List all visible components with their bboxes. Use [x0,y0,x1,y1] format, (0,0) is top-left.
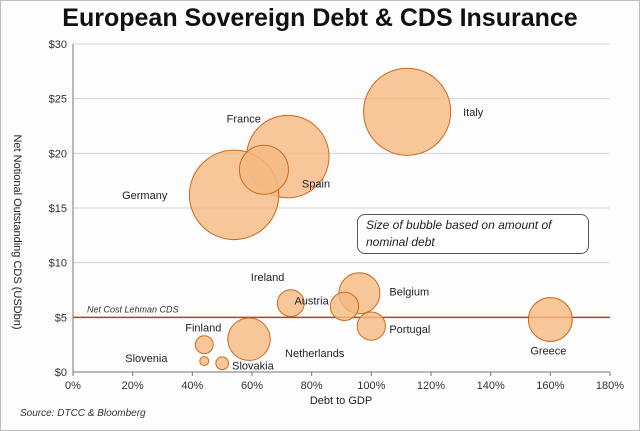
x-tick-label: 0% [65,380,81,392]
bubble [194,335,214,355]
bubble [199,356,210,367]
bubble-label: Greece [530,346,566,358]
bubble-label: Germany [122,190,168,202]
bubble-label: Netherlands [285,348,345,360]
bubble-label: Finland [185,323,221,335]
x-tick-label: 40% [181,380,203,392]
y-tick-label: $15 [49,203,67,215]
bubbles [188,67,573,371]
x-tick-label: 60% [241,380,263,392]
source-note: Source: DTCC & Bloomberg [20,408,146,419]
x-tick-label: 180% [596,380,624,392]
y-tick-label: $30 [49,39,67,51]
reference-line-label: Net Cost Lehman CDS [87,304,179,314]
y-tick-label: $20 [49,148,67,160]
bubble-label: Spain [302,179,330,191]
x-tick-label: 140% [477,380,505,392]
bubble-label: Slovakia [232,360,274,372]
bubble [363,67,452,156]
bubble-label: Slovenia [125,353,168,365]
bubble-label: Belgium [389,286,429,298]
bubble-label: Portugal [389,324,430,336]
y-tick-label: $25 [49,94,67,106]
y-tick-label: $5 [55,312,67,324]
bubble-label: Austria [294,295,329,307]
bubble [356,311,386,341]
bubble-label: Ireland [251,272,285,284]
bubble [276,289,305,318]
y-axis-title: Net Notional Outstanding CDS (USDbn) [11,134,23,329]
axis-ticks: $0 $5 $10 $15 $20 $25 $30 0% 20% 40% 60% 80% 100% 120… [49,39,625,392]
x-tick-label: 160% [536,380,564,392]
bubble-label: Italy [463,107,484,119]
annotation-box: Size of bubble based on amount of nomina… [357,214,589,254]
bubble [329,291,360,322]
chart-title: European Sovereign Debt & CDS Insurance [62,4,578,32]
x-tick-label: 20% [122,380,144,392]
bubble [238,144,289,195]
x-axis-title: Debt to GDP [310,395,372,407]
x-tick-label: 120% [417,380,445,392]
bubble [527,297,573,342]
x-tick-label: 80% [301,380,323,392]
gridlines [72,43,611,376]
y-tick-label: $10 [49,258,67,270]
y-tick-label: $0 [55,367,67,379]
bubble-label: France [227,114,261,126]
x-tick-label: 100% [357,380,385,392]
bubble [215,356,229,371]
bubble [227,317,271,361]
bubble-labels: Italy France Germany Spain Belgium Ireland Aus… [122,107,566,372]
